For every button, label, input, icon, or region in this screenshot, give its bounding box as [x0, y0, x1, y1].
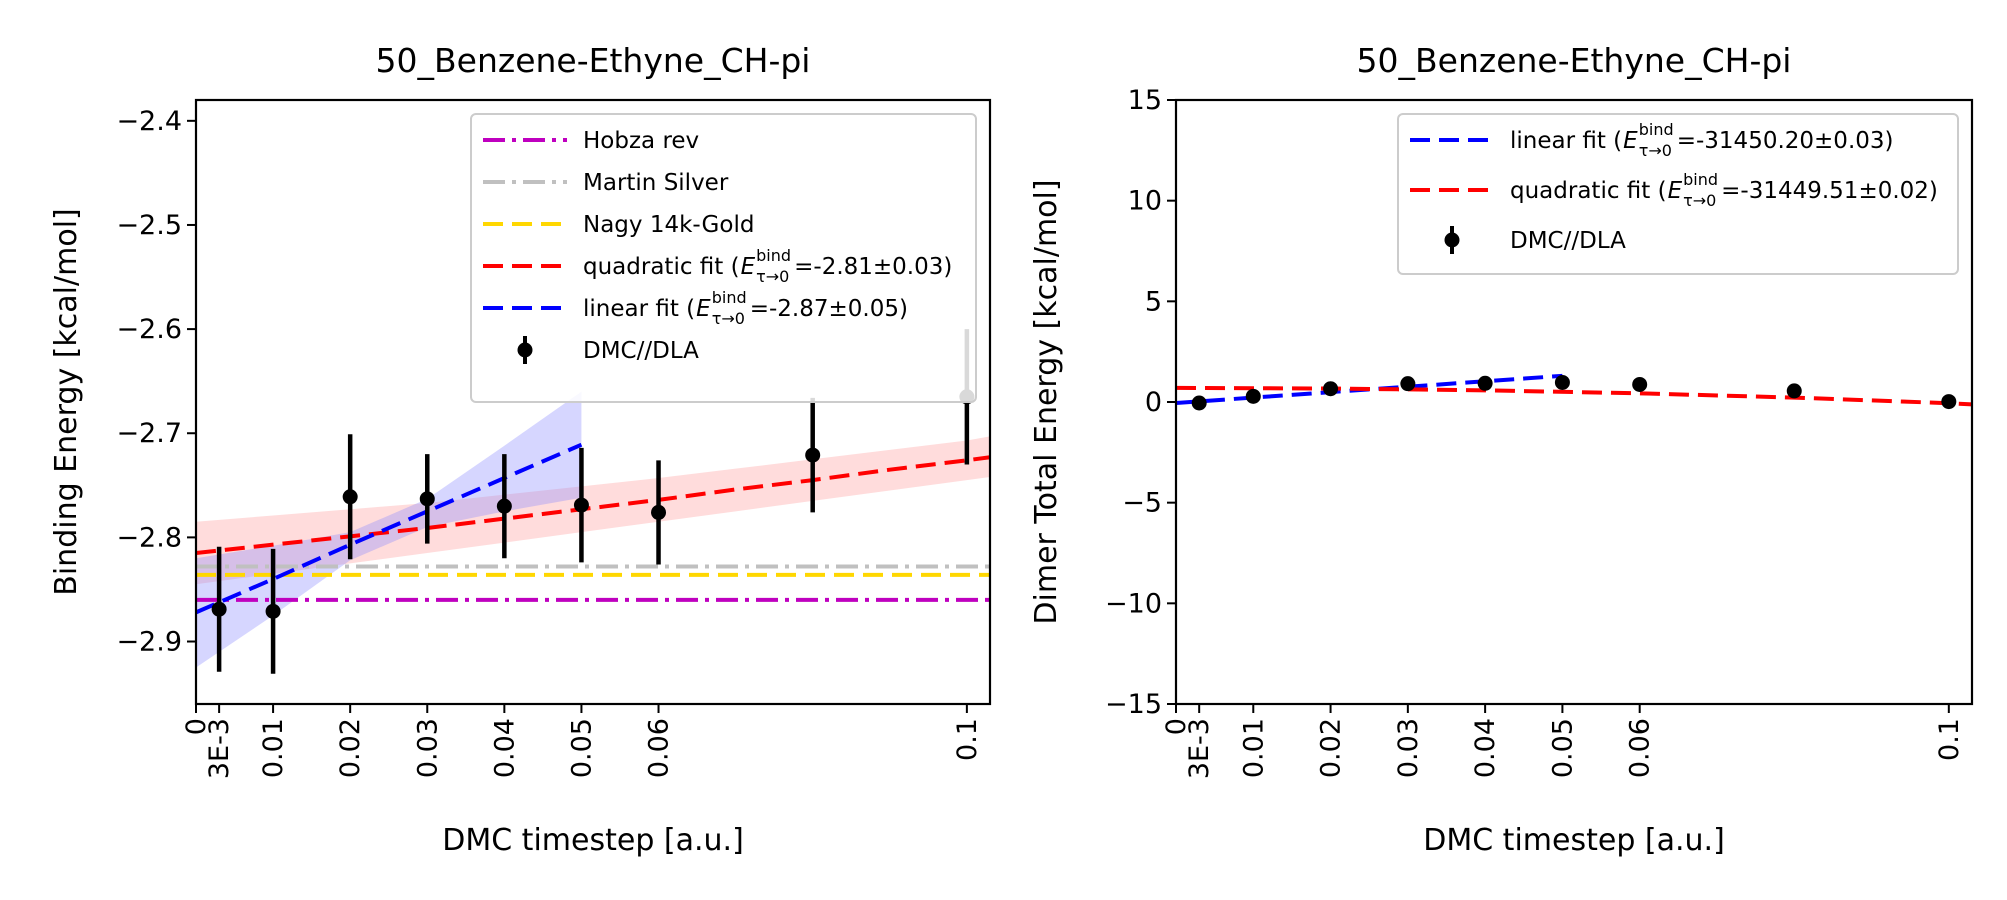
- y-tick-label: −2.5: [116, 210, 182, 241]
- y-tick-label: −2.4: [116, 106, 182, 137]
- y-axis-label: Dimer Total Energy [kcal/mol]: [1029, 179, 1064, 624]
- data-point: [1400, 376, 1416, 392]
- legend-label: DMC//DLA: [1510, 228, 1626, 254]
- x-tick-label: 0.06: [644, 718, 675, 778]
- x-tick-label: 0.06: [1625, 718, 1656, 778]
- legend-math-sub: τ→0: [756, 267, 789, 286]
- x-tick-label: 0.1: [1934, 718, 1965, 761]
- x-tick-label: 0: [181, 718, 212, 735]
- x-tick-label: 0.04: [1470, 718, 1501, 778]
- legend-frame: [1397, 113, 1959, 275]
- chart-title: 50_Benzene-Ethyne_CH-pi: [1357, 41, 1792, 80]
- x-tick-label: 0.05: [566, 718, 597, 778]
- x-tick-label: 0.03: [1393, 718, 1424, 778]
- legend-label: linear fit (: [1510, 128, 1622, 154]
- fit-band-1: [196, 436, 990, 585]
- plot-area: [196, 329, 990, 674]
- data-point: [1941, 394, 1957, 410]
- legend-label: Martin Silver: [583, 170, 729, 196]
- data-point: [651, 504, 667, 520]
- data-point: [419, 491, 435, 507]
- x-axis-label: DMC timestep [a.u.]: [1423, 823, 1725, 858]
- fit-line-2: [196, 442, 583, 615]
- y-tick-label: 15: [1128, 85, 1162, 116]
- x-axis-label: DMC timestep [a.u.]: [442, 823, 744, 858]
- y-tick-label: −5: [1122, 488, 1162, 519]
- legend-math: E: [1623, 128, 1638, 154]
- legend: Hobza rev Martin Silver Nagy 14k-Gold quadr…: [470, 113, 977, 403]
- legend-math-sup: bind: [1639, 120, 1674, 139]
- y-tick-label: −15: [1105, 689, 1162, 720]
- y-tick-label: −2.8: [116, 522, 182, 553]
- legend-math-sub: τ→0: [712, 309, 745, 328]
- data-point: [265, 603, 281, 619]
- plot-area: [1176, 373, 1972, 411]
- legend-label: Nagy 14k-Gold: [583, 212, 754, 238]
- data-point: [1191, 395, 1207, 411]
- legend-math: E: [696, 296, 711, 322]
- data-point: [1477, 375, 1493, 391]
- x-tick-label: 0: [1161, 718, 1192, 735]
- legend-math: E: [741, 254, 756, 280]
- data-point: [805, 447, 821, 463]
- legend-math-sup: bind: [756, 246, 791, 265]
- legend-swatch-marker: [517, 342, 533, 358]
- legend-value: =-2.87±0.05): [750, 296, 908, 322]
- y-tick-label: −2.9: [116, 627, 182, 658]
- chart-title: 50_Benzene-Ethyne_CH-pi: [376, 41, 811, 80]
- legend-math-sub: τ→0: [1683, 191, 1716, 210]
- data-point: [1632, 376, 1648, 392]
- legend-value: =-31449.51±0.02): [1721, 178, 1938, 204]
- y-tick-label: −2.6: [116, 314, 182, 345]
- legend-swatch-marker: [1444, 232, 1460, 248]
- data-point: [211, 601, 227, 617]
- legend-label: quadratic fit (: [583, 254, 740, 280]
- data-point: [1786, 383, 1802, 399]
- legend-math: E: [1668, 178, 1683, 204]
- legend-value: =-2.81±0.03): [794, 254, 952, 280]
- x-tick-label: 0.04: [489, 718, 520, 778]
- x-tick-label: 0.02: [1316, 718, 1347, 778]
- x-tick-label: 0.03: [412, 718, 443, 778]
- fit-line-1: [196, 455, 990, 555]
- axes-frame: [194, 98, 992, 706]
- data-point: [496, 498, 512, 514]
- legend-label: linear fit (: [583, 296, 695, 322]
- data-point: [1554, 374, 1570, 390]
- legend-label: quadratic fit (: [1510, 178, 1667, 204]
- legend-label: Hobza rev: [583, 128, 699, 154]
- x-tick-label: 0.1: [952, 718, 983, 761]
- x-tick-label: 3E-3: [204, 718, 235, 779]
- y-axis-label: Binding Energy [kcal/mol]: [49, 208, 84, 595]
- y-tick-label: 10: [1128, 186, 1162, 217]
- legend-label: DMC//DLA: [583, 338, 699, 364]
- legend-math-sup: bind: [712, 288, 747, 307]
- y-tick-label: 0: [1145, 387, 1162, 418]
- legend-math-sup: bind: [1683, 170, 1718, 189]
- y-tick-label: 5: [1145, 286, 1162, 317]
- data-point: [342, 489, 358, 505]
- x-tick-label: 0.02: [335, 718, 366, 778]
- chart-panel-1: −2.4 −2.5 −2.6 −2.7 −2.8 −2.9 03E-3 0.01 0.02 0.0…: [49, 41, 992, 858]
- y-tick-label: −2.7: [116, 418, 182, 449]
- y-tick-label: −10: [1105, 588, 1162, 619]
- x-tick-label: 0.05: [1547, 718, 1578, 778]
- legend-frame: [470, 113, 977, 403]
- data-point: [1245, 388, 1261, 404]
- x-tick-label: 0.01: [1238, 718, 1269, 778]
- data-point: [1323, 381, 1339, 397]
- x-tick-label: 0.01: [258, 718, 289, 778]
- legend-value: =-31450.20±0.03): [1677, 128, 1894, 154]
- x-tick-label: 3E-3: [1184, 718, 1215, 779]
- legend-math-sub: τ→0: [1639, 141, 1672, 160]
- data-point: [573, 497, 589, 513]
